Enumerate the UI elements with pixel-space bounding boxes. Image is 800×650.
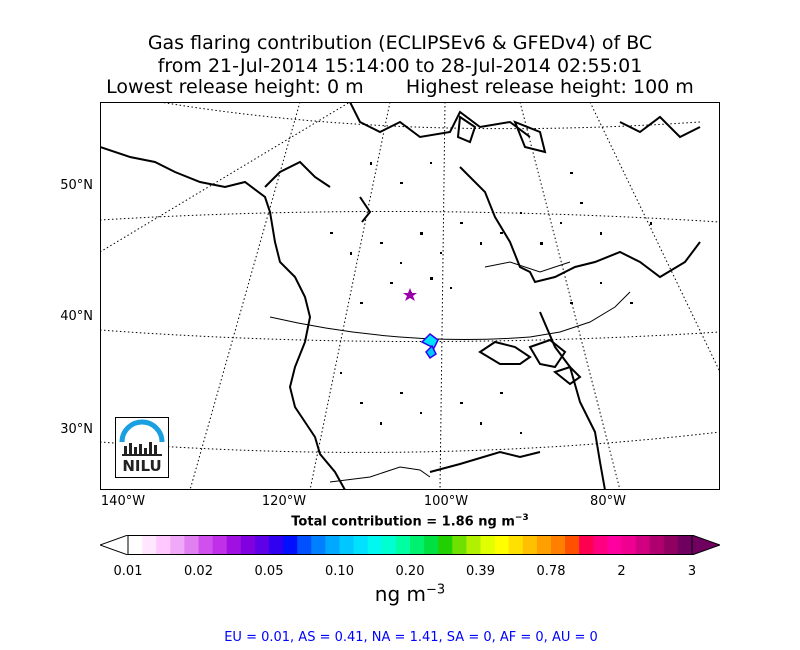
- colorbar-segment: [142, 535, 157, 555]
- colorbar-segment: [438, 535, 453, 555]
- colorbar-segment: [494, 535, 510, 555]
- lon-label-100w: 100°W: [423, 494, 469, 509]
- release-site-star: [403, 288, 417, 301]
- colorbar-tick-label: 0.20: [395, 564, 425, 579]
- lat-label-40n: 40°N: [60, 309, 93, 324]
- colorbar-segment: [466, 535, 482, 555]
- coastlines: [100, 102, 701, 490]
- colorbar-segment: [480, 535, 496, 555]
- map-title-line3: Lowest release height: 0 m Highest relea…: [0, 76, 800, 98]
- nilu-logo: NILU: [115, 417, 169, 478]
- lon-label-140w: 140°W: [100, 494, 146, 509]
- colorbar-segment: [254, 535, 270, 555]
- colorbar-segment: [226, 535, 242, 555]
- region-contributions: EU = 0.01, AS = 0.41, NA = 1.41, SA = 0,…: [224, 630, 598, 645]
- colorbar: [100, 535, 720, 555]
- colorbar-segment: [452, 535, 467, 555]
- nilu-arc-icon: [119, 419, 165, 456]
- colorbar-segment: [325, 535, 341, 555]
- colorbar-segment: [198, 535, 214, 555]
- colorbar-segment: [283, 535, 298, 555]
- colorbar-tick-label: 0.78: [536, 564, 566, 579]
- colorbar-segment: [184, 535, 200, 555]
- lowest-release-height: Lowest release height: 0 m: [106, 76, 364, 98]
- colorbar-tick-label: 0.10: [325, 564, 354, 579]
- graticule: [100, 102, 720, 490]
- country-borders: [269, 261, 631, 483]
- map-panel: [100, 102, 720, 490]
- colorbar-min-extension: [100, 535, 129, 555]
- colorbar-segment: [621, 535, 637, 555]
- colorbar-unit-label: ng m: [374, 582, 427, 606]
- colorbar-segment: [353, 535, 369, 555]
- colorbar-segment: [522, 535, 538, 555]
- lat-label-30n: 30°N: [60, 422, 93, 437]
- colorbar-segment: [565, 535, 580, 555]
- colorbar-segment: [311, 535, 326, 555]
- colorbar-frame: [127, 535, 693, 555]
- colorbar-segment: [649, 535, 665, 555]
- colorbar-segment: [381, 535, 397, 555]
- colorbar-segment: [677, 535, 693, 555]
- total-contribution-label: Total contribution = 1.86 ng m: [291, 514, 515, 530]
- colorbar-segment: [367, 535, 383, 555]
- colorbar-tick-label: 0.39: [466, 564, 495, 579]
- highest-release-height: Highest release height: 100 m: [405, 76, 694, 98]
- colorbar-tick-label: 3: [687, 564, 697, 579]
- nilu-logo-text: NILU: [122, 457, 162, 475]
- colorbar-max-extension: [691, 535, 720, 555]
- colorbar-segment: [128, 535, 143, 555]
- lat-label-50n: 50°N: [60, 178, 93, 193]
- colorbar-segment: [424, 535, 439, 555]
- colorbar-tick-label: 2: [617, 564, 626, 579]
- colorbar-segment: [212, 535, 228, 555]
- map-title-line2: from 21-Jul-2014 15:14:00 to 28-Jul-2014…: [157, 55, 643, 77]
- colorbar-segment: [410, 535, 425, 555]
- lon-label-80w: 80°W: [590, 494, 626, 509]
- colorbar-segment: [339, 535, 355, 555]
- colorbar-segment: [240, 535, 256, 555]
- concentration-plume: [420, 333, 439, 360]
- colorbar-segment: [156, 535, 171, 555]
- colorbar-tick-label: 0.01: [113, 564, 143, 579]
- colorbar-segment: [551, 535, 566, 555]
- colorbar-segment: [579, 535, 594, 555]
- colorbar-segment: [508, 535, 524, 555]
- colorbar-segment: [593, 535, 608, 555]
- colorbar-segment: [635, 535, 651, 555]
- colorbar-segment: [170, 535, 185, 555]
- colorbar-segment: [297, 535, 312, 555]
- colorbar-segment: [663, 535, 679, 555]
- total-contribution-sup: −3: [514, 513, 529, 523]
- colorbar-tick-label: 0.05: [254, 564, 284, 579]
- lon-label-120w: 120°W: [261, 494, 307, 509]
- colorbar-unit-sup: −3: [426, 582, 446, 598]
- colorbar-segment: [607, 535, 623, 555]
- colorbar-segment: [395, 535, 411, 555]
- colorbar-tick-label: 0.02: [184, 564, 213, 579]
- colorbar-unit: ng m−3: [0, 582, 800, 606]
- map-title-line1: Gas flaring contribution (ECLIPSEv6 & GF…: [147, 32, 653, 54]
- total-contribution: Total contribution = 1.86 ng m−3: [0, 513, 800, 529]
- colorbar-segment: [269, 535, 284, 555]
- colorbar-segment: [536, 535, 552, 555]
- lakes-and-islands: [359, 115, 582, 386]
